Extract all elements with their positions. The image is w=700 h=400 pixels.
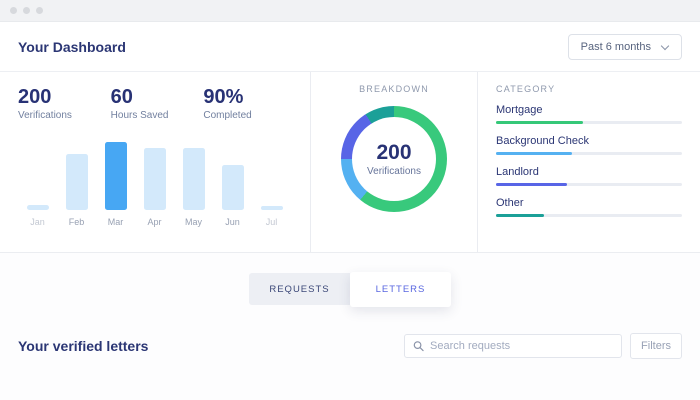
bar-month-label: May (184, 217, 202, 227)
dashboard-card: Your Dashboard Past 6 months 200 Verifica… (0, 22, 700, 252)
tab-group: REQUESTS LETTERS (0, 253, 700, 307)
stat-value: 60 (110, 86, 133, 108)
bar-month-label: Feb (68, 217, 85, 227)
stats-and-chart-panel: 200 Verifications 60 Hours Saved 90% Complete… (0, 72, 310, 252)
bar-jul[interactable] (260, 206, 283, 210)
bar-month-label: Jan (30, 217, 45, 227)
breakdown-heading: BREAKDOWN (359, 84, 429, 94)
category-label: Landlord (496, 166, 539, 178)
donut-center: 200 Verifications (352, 117, 436, 201)
bar-jan[interactable] (26, 205, 49, 210)
letters-section-title: Your verified letters (18, 337, 149, 354)
category-label: Mortgage (496, 104, 543, 116)
bar-column: Jun (213, 137, 252, 229)
breakdown-donut-chart: 200 Verifications (341, 106, 447, 212)
search-box[interactable] (404, 333, 623, 358)
category-item: Other (496, 197, 682, 217)
bar-apr[interactable] (143, 148, 166, 210)
category-panel: CATEGORY Mortgage Background Check Landlor… (478, 72, 700, 252)
category-item: Mortgage (496, 104, 682, 124)
category-label: Background Check (496, 135, 589, 147)
category-list: Mortgage Background Check Landlord Other (496, 104, 682, 217)
category-progress-fill (496, 121, 584, 124)
bar-month-label: Jun (225, 217, 240, 227)
page-title: Your Dashboard (18, 38, 126, 55)
bar-month-label: Jul (265, 217, 278, 227)
window-title-bar (0, 0, 700, 22)
bar-mar[interactable] (104, 142, 127, 210)
category-item: Background Check (496, 135, 682, 155)
category-progress-track (496, 152, 682, 155)
tab-letters[interactable]: LETTERS (350, 271, 451, 307)
stat-value: 200 (18, 86, 52, 108)
bar-column: Mar (96, 137, 135, 229)
bar-jun[interactable] (221, 165, 244, 210)
date-range-dropdown[interactable]: Past 6 months (567, 33, 682, 60)
stat-label: Completed (203, 110, 252, 121)
stat-label: Verifications (18, 110, 72, 121)
chevron-down-icon (661, 43, 669, 51)
date-range-value: Past 6 months (580, 40, 651, 53)
donut-center-label: Verifications (367, 166, 421, 177)
bar-feb[interactable] (65, 154, 88, 210)
breakdown-panel: BREAKDOWN 200 Verifications (310, 72, 478, 252)
bar-month-label: Mar (107, 217, 124, 227)
bar-column: Jul (252, 137, 291, 229)
bar-column: Jan (18, 137, 57, 229)
window-control-dot[interactable] (10, 7, 17, 14)
window-control-dot[interactable] (36, 7, 43, 14)
stat: 60 Hours Saved (111, 86, 204, 121)
bar-chart: Jan Feb Mar Apr May Jun Jul (18, 137, 296, 229)
bar-column: Apr (135, 137, 174, 229)
bar-column: May (174, 137, 213, 229)
category-label: Other (496, 197, 524, 209)
donut-center-value: 200 (376, 141, 412, 164)
search-input[interactable] (430, 339, 614, 352)
category-heading: CATEGORY (496, 84, 556, 94)
window-control-dot[interactable] (23, 7, 30, 14)
bar-may[interactable] (182, 148, 205, 210)
stats-row: 200 Verifications 60 Hours Saved 90% Complete… (18, 86, 296, 121)
stat-value: 90% (203, 86, 244, 108)
letters-toolbar: Your verified letters Filters (0, 332, 700, 359)
bar-column: Feb (57, 137, 96, 229)
category-progress-fill (496, 214, 545, 217)
tab-requests[interactable]: REQUESTS (249, 273, 350, 305)
category-progress-track (496, 214, 682, 217)
category-progress-track (496, 183, 682, 186)
category-progress-fill (496, 152, 573, 155)
search-icon (413, 340, 424, 351)
dashboard-header: Your Dashboard Past 6 months (0, 22, 700, 72)
stat: 200 Verifications (18, 86, 111, 121)
category-progress-fill (496, 183, 567, 186)
filters-button[interactable]: Filters (630, 332, 682, 359)
category-item: Landlord (496, 166, 682, 186)
stat: 90% Completed (203, 86, 296, 121)
category-progress-track (496, 121, 682, 124)
stat-label: Hours Saved (110, 110, 169, 121)
bar-month-label: Apr (147, 217, 162, 227)
dashboard-body: 200 Verifications 60 Hours Saved 90% Complete… (0, 72, 700, 252)
